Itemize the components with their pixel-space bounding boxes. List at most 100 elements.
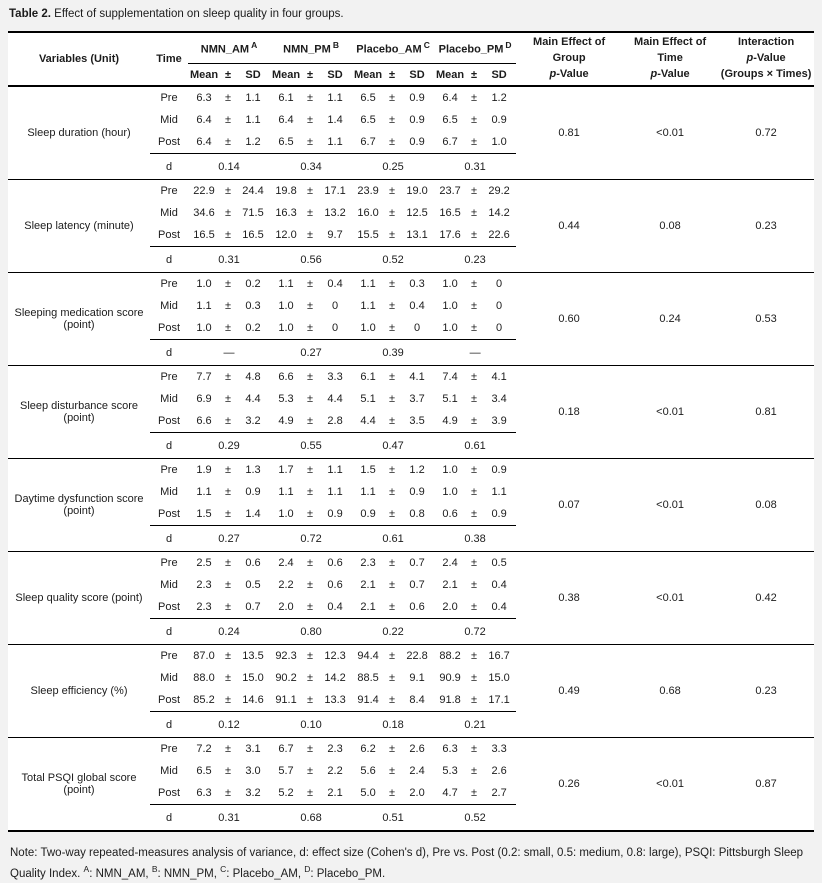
sd-value: 3.1	[245, 743, 261, 755]
mean-value: 1.0	[442, 300, 458, 312]
col-header-p-group: Main Effect of Group p-Value	[516, 32, 622, 86]
time-label: Post	[157, 415, 180, 427]
stat-header-title: Main Effect of Time	[634, 36, 707, 65]
data-row: Mid 2.3 ±0.5 2.2 ±0.6 2.1 ±0.7 2.1 ±0.4	[8, 574, 814, 596]
plus-minus-symbol: ±	[389, 579, 396, 591]
plus-minus-symbol: ±	[471, 322, 478, 334]
mean-value: 5.2	[278, 787, 294, 799]
plus-minus-symbol: ±	[471, 371, 478, 383]
plus-minus-symbol: ±	[307, 672, 314, 684]
mean-value: 6.6	[278, 371, 294, 383]
data-row: Total PSQI global score (point) Pre 7.2 ±3.…	[8, 738, 814, 796]
plus-minus-symbol: ±	[471, 393, 478, 405]
table-container: Variables (Unit) Time NMN_AM A NMN_PM B Pl…	[8, 31, 815, 832]
effect-size-value: 0.38	[434, 525, 517, 552]
sd-value: 17.1	[324, 185, 346, 197]
note-superscript: D	[304, 863, 311, 874]
mean-value: 6.7	[442, 136, 458, 148]
plus-minus-symbol: ±	[224, 114, 232, 126]
plus-minus-symbol: ±	[224, 743, 232, 755]
mean-value: 6.3	[196, 92, 212, 104]
mean-value: 6.5	[360, 114, 376, 126]
mean-value: 1.1	[360, 300, 376, 312]
mean-value: 17.6	[439, 229, 461, 241]
sd-value: 0	[496, 278, 503, 290]
effect-size-label: d	[150, 153, 188, 180]
plus-minus-symbol: ±	[224, 207, 232, 219]
plus-minus-symbol: ±	[471, 787, 478, 799]
mean-value: 6.5	[278, 136, 294, 148]
data-row: Post 1.5 ±1.4 1.0 ±0.9 0.9 ±0.8 0.6 ±0.9	[8, 503, 814, 526]
col-header-p-interaction: Interaction p-Value (Groups × Times)	[718, 32, 814, 86]
sd-value: 0	[496, 322, 503, 334]
variable-name: Sleeping medication score (point)	[14, 307, 144, 331]
plus-minus-symbol: ±	[307, 486, 314, 498]
sd-value: 3.0	[245, 765, 261, 777]
mean-value: 94.4	[357, 650, 379, 662]
note-superscript: B	[151, 863, 158, 874]
mean-value: 6.7	[360, 136, 376, 148]
p-value-group: 0.49	[558, 685, 580, 697]
data-row: Sleep disturbance score (point) Pre 7.7 ±4.…	[8, 366, 814, 424]
mean-value: 2.3	[196, 579, 212, 591]
plus-minus-symbol: ±	[224, 92, 232, 104]
mean-value: 4.4	[360, 415, 376, 427]
effect-size-value: 0.29	[188, 432, 271, 459]
plus-minus-symbol: ±	[307, 743, 314, 755]
sd-value: 0.9	[491, 114, 507, 126]
effect-size-value: —	[188, 339, 271, 366]
sd-value: 0.9	[409, 92, 425, 104]
p-suffix: -Value	[657, 67, 690, 80]
data-row: Post 2.3 ±0.7 2.0 ±0.4 2.1 ±0.6 2.0 ±0.4	[8, 596, 814, 619]
sd-value: 0.6	[327, 579, 343, 591]
plus-minus-symbol: ±	[471, 672, 478, 684]
effect-size-label: d	[150, 432, 188, 459]
plus-minus-symbol: ±	[224, 371, 232, 383]
plus-minus-symbol: ±	[224, 765, 232, 777]
col-header-variables: Variables (Unit)	[38, 53, 120, 65]
mean-value: 2.1	[360, 579, 376, 591]
sd-value: 2.7	[491, 787, 507, 799]
sd-value: 0.7	[409, 557, 425, 569]
p-value-time: <0.01	[656, 499, 685, 511]
mean-value: 1.0	[278, 508, 294, 520]
mean-value: 5.0	[360, 787, 376, 799]
plus-minus-symbol: ±	[471, 508, 478, 520]
variable-name: Sleep quality score (point)	[15, 592, 143, 604]
plus-minus-symbol: ±	[307, 557, 314, 569]
col-header-pm: ±	[389, 68, 396, 81]
mean-value: 91.4	[357, 694, 379, 706]
group-name: NMN_PM	[283, 43, 331, 56]
group-superscript: B	[332, 40, 339, 51]
effect-size-value: 0.72	[270, 525, 353, 552]
effect-size-row: d 0.29 0.55 0.47 0.61	[8, 432, 814, 459]
data-row: Post 1.0 ±0.2 1.0 ±0 1.0 ±0 1.0 ±0	[8, 317, 814, 340]
mean-value: 1.0	[442, 278, 458, 290]
mean-value: 1.0	[360, 322, 376, 334]
effect-size-label: d	[150, 339, 188, 366]
plus-minus-symbol: ±	[224, 672, 232, 684]
plus-minus-symbol: ±	[307, 185, 314, 197]
sd-value: 12.3	[324, 650, 346, 662]
mean-value: 1.1	[360, 278, 376, 290]
effect-size-value: 0.68	[270, 804, 353, 831]
p-value-interaction: 0.08	[755, 499, 777, 511]
sd-value: 13.1	[406, 229, 428, 241]
plus-minus-symbol: ±	[224, 694, 232, 706]
data-row: Sleep quality score (point) Pre 2.5 ±0.6 2.4…	[8, 552, 814, 604]
time-label: Pre	[160, 650, 178, 662]
plus-minus-symbol: ±	[224, 601, 232, 613]
effect-size-value: 0.21	[434, 711, 517, 738]
sd-value: 16.5	[242, 229, 264, 241]
effect-size-label: d	[150, 711, 188, 738]
sd-value: 0.9	[409, 486, 425, 498]
plus-minus-symbol: ±	[389, 278, 396, 290]
sd-value: 0.4	[327, 278, 343, 290]
sd-value: 0	[496, 300, 503, 312]
effect-size-value: 0.34	[270, 153, 353, 180]
plus-minus-symbol: ±	[389, 650, 396, 662]
effect-size-label: d	[150, 525, 188, 552]
mean-value: 6.6	[196, 415, 212, 427]
time-label: Pre	[160, 185, 178, 197]
effect-size-value: 0.55	[270, 432, 353, 459]
